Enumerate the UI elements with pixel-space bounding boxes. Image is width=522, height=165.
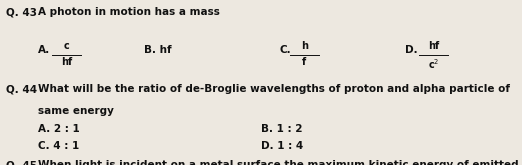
Text: When light is incident on a metal surface the maximum kinetic energy of emitted: When light is incident on a metal surfac…: [38, 160, 518, 165]
Text: c: c: [63, 41, 69, 51]
Text: A. 2 : 1: A. 2 : 1: [38, 124, 79, 134]
Text: c$^{2}$: c$^{2}$: [428, 57, 439, 71]
Text: B. hf: B. hf: [144, 45, 171, 55]
Text: A photon in motion has a mass: A photon in motion has a mass: [38, 7, 219, 17]
Text: D. 1 : 4: D. 1 : 4: [261, 141, 303, 151]
Text: What will be the ratio of de-Broglie wavelengths of proton and alpha particle of: What will be the ratio of de-Broglie wav…: [38, 84, 509, 94]
Text: B. 1 : 2: B. 1 : 2: [261, 124, 303, 134]
Text: C.: C.: [279, 45, 291, 55]
Text: C. 4 : 1: C. 4 : 1: [38, 141, 79, 151]
Text: Q. 43: Q. 43: [6, 7, 37, 17]
Text: same energy: same energy: [38, 106, 113, 116]
Text: f: f: [302, 57, 306, 67]
Text: Q. 44: Q. 44: [6, 84, 38, 94]
Text: Q. 45: Q. 45: [6, 160, 37, 165]
Text: h: h: [301, 41, 308, 51]
Text: hf: hf: [428, 41, 439, 51]
Text: hf: hf: [61, 57, 72, 67]
Text: A.: A.: [38, 45, 50, 55]
Text: D.: D.: [405, 45, 417, 55]
